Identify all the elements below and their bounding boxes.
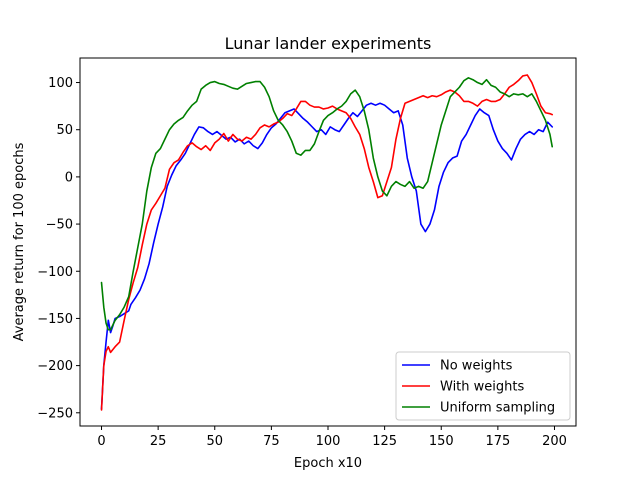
y-tick-label: −50 [46,218,73,233]
x-axis-label: Epoch x10 [294,456,362,471]
legend-label: With weights [440,380,524,395]
x-tick-label: 50 [206,434,223,449]
legend-box [395,351,571,421]
x-tick-label: 150 [429,434,454,449]
series-line-uniform-sampling [100,77,554,331]
y-tick-label: 50 [56,123,73,138]
x-tick-label: 75 [263,434,280,449]
y-tick-label: 0 [65,170,73,185]
x-tick-label: 0 [97,434,105,449]
x-axis: 0 25 50 75 100 125 150 175 200 [97,426,567,449]
y-tick-label: −150 [37,312,73,327]
y-tick-label: −200 [37,359,73,374]
chart-title: Lunar lander experiments [225,34,432,53]
y-axis: −250 −200 −150 −100 −50 0 50 100 [37,76,80,421]
y-tick-label: 100 [48,76,73,91]
legend-label: No weights [440,359,513,374]
series-layer [100,74,554,411]
x-tick-label: 25 [150,434,167,449]
y-axis-label: Average return for 100 epochs [12,142,27,341]
x-tick-label: 100 [316,434,341,449]
y-tick-label: −100 [37,265,73,280]
x-tick-label: 200 [542,434,567,449]
legend-label: Uniform sampling [440,401,555,416]
y-tick-label: −250 [37,406,73,421]
legend: No weights With weights Uniform sampling [395,351,571,421]
x-tick-label: 125 [372,434,397,449]
series-line-with-weights [100,74,554,411]
x-tick-label: 175 [485,434,510,449]
